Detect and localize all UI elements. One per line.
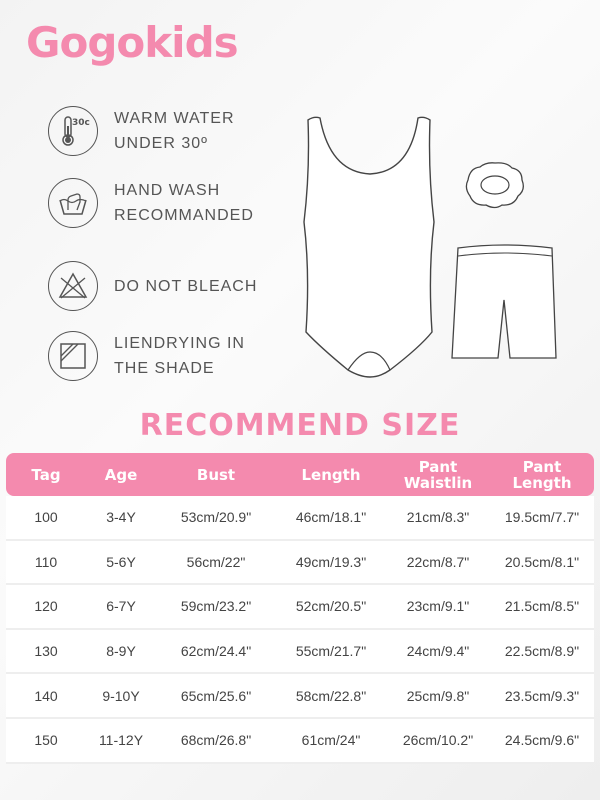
table-cell: 58cm/22.8" — [295, 687, 367, 704]
table-row: 130 8-9Y 62cm/24.4" 55cm/21.7" 24cm/9.4" 22.5… — [6, 629, 594, 675]
table-cell: 20.5cm/8.1" — [504, 553, 580, 570]
care-text: UNDER 30º — [114, 135, 208, 152]
care-warm-water: 30c WARM WATER UNDER 30º — [48, 106, 235, 156]
care-text: HAND WASH — [114, 182, 221, 199]
hand-wash-icon — [48, 178, 98, 228]
header-line: Pant — [522, 457, 562, 476]
table-cell: 25cm/9.8" — [406, 687, 470, 704]
table-cell: 21.5cm/8.5" — [504, 598, 580, 615]
scrunchie-illustration — [465, 162, 524, 209]
header-length: Length — [301, 465, 361, 484]
header-line: Waistlin — [403, 473, 473, 492]
header-pant-length: Pant Length — [490, 459, 594, 491]
table-cell: 62cm/24.4" — [180, 643, 252, 660]
table-cell: 100 — [34, 509, 58, 526]
table-cell: 22.5cm/8.9" — [504, 643, 580, 660]
table-cell: 53cm/20.9" — [180, 509, 252, 526]
table-cell: 55cm/21.7" — [295, 643, 367, 660]
table-header: Tag Age Bust Length Pant Waistlin Pant Len… — [6, 453, 594, 496]
care-no-bleach: DO NOT BLEACH — [48, 261, 257, 311]
table-cell: 23.5cm/9.3" — [504, 687, 580, 704]
table-cell: 11-12Y — [98, 732, 144, 749]
header-line: Pant — [418, 457, 458, 476]
table-cell: 65cm/25.6" — [180, 687, 252, 704]
table-cell: 49cm/19.3" — [295, 553, 367, 570]
table-cell: 24.5cm/9.6" — [504, 732, 580, 749]
table-cell: 59cm/23.2" — [180, 598, 252, 615]
care-text: WARM WATER — [114, 110, 235, 127]
care-text: LIENDRYING IN — [114, 335, 245, 352]
header-tag: Tag — [31, 465, 61, 484]
table-cell: 19.5cm/7.7" — [504, 509, 580, 526]
table-cell: 22cm/8.7" — [406, 553, 470, 570]
brand-logo: Gogokids — [26, 18, 239, 67]
table-cell: 46cm/18.1" — [295, 509, 367, 526]
header-age: Age — [104, 465, 138, 484]
care-text: RECOMMANDED — [114, 207, 254, 224]
table-cell: 9-10Y — [102, 687, 140, 704]
thermometer-30-icon: 30c — [48, 106, 98, 156]
leotard-illustration — [303, 116, 435, 378]
table-cell: 24cm/9.4" — [406, 643, 470, 660]
header-bust: Bust — [196, 465, 236, 484]
header-line: Length — [512, 473, 572, 492]
care-text: DO NOT BLEACH — [114, 277, 258, 295]
table-cell: 23cm/9.1" — [406, 598, 470, 615]
care-hand-wash: HAND WASH RECOMMANDED — [48, 178, 254, 228]
table-cell: 130 — [34, 643, 58, 660]
table-cell: 6-7Y — [106, 598, 136, 615]
size-table: Tag Age Bust Length Pant Waistlin Pant Len… — [6, 453, 594, 764]
header-pant-waist: Pant Waistlin — [386, 459, 490, 491]
no-bleach-icon — [48, 261, 98, 311]
table-cell: 140 — [34, 687, 58, 704]
table-row: 120 6-7Y 59cm/23.2" 52cm/20.5" 23cm/9.1" 21.5… — [6, 585, 594, 630]
table-cell: 120 — [34, 598, 58, 615]
table-cell: 3-4Y — [106, 509, 136, 526]
table-cell: 110 — [34, 553, 58, 570]
table-cell: 68cm/26.8" — [180, 732, 252, 749]
table-cell: 56cm/22" — [186, 553, 246, 570]
thermo-label: 30c — [72, 118, 90, 128]
care-dry-shade: LIENDRYING IN THE SHADE — [48, 331, 245, 381]
dry-in-shade-icon — [48, 331, 98, 381]
table-cell: 150 — [34, 732, 58, 749]
table-cell: 52cm/20.5" — [295, 598, 367, 615]
shorts-illustration — [451, 244, 557, 359]
table-row: 100 3-4Y 53cm/20.9" 46cm/18.1" 21cm/8.3" 19.5… — [6, 496, 594, 541]
section-title: RECOMMEND SIZE — [139, 408, 461, 443]
table-cell: 8-9Y — [106, 643, 136, 660]
table-cell: 61cm/24" — [301, 732, 361, 749]
table-row: 150 11-12Y 68cm/26.8" 61cm/24" 26cm/10.2" 24.… — [6, 718, 594, 764]
table-cell: 21cm/8.3" — [406, 509, 470, 526]
care-text: THE SHADE — [114, 360, 215, 377]
table-cell: 26cm/10.2" — [402, 732, 474, 749]
table-row: 140 9-10Y 65cm/25.6" 58cm/22.8" 25cm/9.8" 23.… — [6, 674, 594, 719]
table-row: 110 5-6Y 56cm/22" 49cm/19.3" 22cm/8.7" 20.5cm… — [6, 540, 594, 586]
table-cell: 5-6Y — [106, 553, 136, 570]
